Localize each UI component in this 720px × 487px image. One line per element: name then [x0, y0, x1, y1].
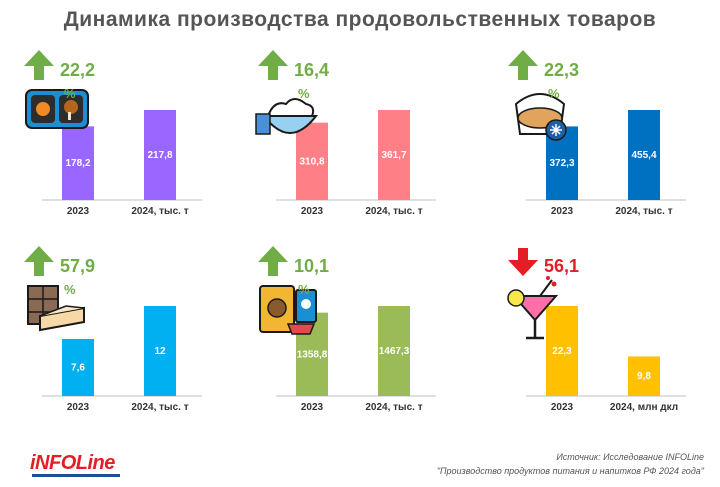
panel-ready-meals: 178,2 2023 217,8 2024, тыс. т 22,2% [22, 40, 222, 240]
change-unit: % [298, 86, 310, 101]
bar-value-label: 12 [154, 346, 166, 357]
category-label: 2024, млн дкл [610, 402, 678, 413]
arrow-up-icon [24, 246, 54, 276]
logo-strip [32, 474, 120, 477]
bar-value-label: 1467,3 [379, 346, 410, 357]
bar-2 [378, 110, 410, 200]
category-label: 2023 [301, 402, 324, 413]
change-unit: % [298, 282, 310, 297]
arrow-up-icon [24, 50, 54, 80]
chart-title: Динамика производства продовольственных … [63, 8, 657, 31]
logo-wordmark: iNFOLine [30, 452, 115, 474]
bar-1 [62, 339, 94, 396]
bar-2 [628, 356, 660, 396]
cocktail-glass-icon [507, 276, 559, 340]
arrow-up-icon [508, 50, 538, 80]
chart-3: 372,3 2023 455,4 2024, тыс. т 22,3% [508, 50, 686, 217]
category-label: 2023 [67, 402, 90, 413]
change-value: 56,1 [544, 256, 579, 276]
change-value: 22,2 [60, 60, 95, 80]
bar-1 [62, 126, 94, 200]
category-label: 2023 [551, 206, 574, 217]
frozen-bakery-icon [514, 93, 567, 141]
arrow-up-icon [258, 50, 288, 80]
category-label: 2024, тыс. т [131, 206, 188, 217]
bar-value-label: 1358,8 [297, 349, 328, 360]
bar-value-label: 455,4 [631, 150, 656, 161]
change-unit: % [548, 86, 560, 101]
arrow-up-icon [258, 246, 288, 276]
panel-frozen-bakery: 372,3 2023 455,4 2024, тыс. т 22,3% [506, 40, 706, 240]
bar-value-label: 7,6 [71, 363, 85, 374]
source-line-1: Источник: Исследование INFOLine [556, 452, 704, 462]
change-unit: % [64, 282, 76, 297]
change-value: 16,4 [294, 60, 329, 80]
panel-pet-food: 1358,8 2023 1467,3 2024, тыс. т 10,1% [256, 236, 456, 436]
infoline-logo: iNFOLine [30, 452, 122, 477]
change-unit: % [64, 86, 76, 101]
bar-2 [144, 306, 176, 396]
bar-1 [296, 122, 328, 200]
change-value: 57,9 [60, 256, 95, 276]
chart-4: 7,6 2023 12 2024, тыс. т 57,9% [24, 246, 202, 413]
category-label: 2024, тыс. т [365, 206, 422, 217]
bar-1 [546, 306, 578, 396]
change-value: 10,1 [294, 256, 329, 276]
panel-confectionery: 7,6 2023 12 2024, тыс. т 57,9% [22, 236, 222, 436]
bar-value-label: 310,8 [299, 156, 324, 167]
change-value: 22,3 [544, 60, 579, 80]
chart-1: 178,2 2023 217,8 2024, тыс. т 22,2% [24, 50, 202, 217]
bar-value-label: 372,3 [549, 158, 574, 169]
bar-value-label: 178,2 [65, 158, 90, 169]
bar-2 [628, 110, 660, 200]
bar-value-label: 22,3 [552, 346, 572, 357]
category-label: 2023 [551, 402, 574, 413]
bar-value-label: 361,7 [381, 150, 406, 161]
bar-value-label: 9,8 [637, 371, 651, 382]
bar-2 [144, 110, 176, 200]
category-label: 2023 [67, 206, 90, 217]
chart-6: 22,3 2023 9,8 2024, млн дкл 56,1 [507, 248, 686, 413]
ready-meal-tray-icon [25, 89, 89, 129]
chocolate-cake-icon [27, 285, 85, 332]
pet-food-icon [259, 285, 317, 335]
panel-dairy-desserts: 310,8 2023 361,7 2024, тыс. т 16,4% [255, 40, 456, 240]
bar-value-label: 217,8 [147, 150, 172, 161]
source-line-2: "Производство продуктов питания и напитк… [436, 466, 704, 476]
category-label: 2024, тыс. т [131, 402, 188, 413]
bar-2 [378, 306, 410, 396]
panel-cocktails: 22,3 2023 9,8 2024, млн дкл 56,1 [506, 236, 706, 436]
category-label: 2024, тыс. т [365, 402, 422, 413]
category-label: 2024, тыс. т [615, 206, 672, 217]
category-label: 2023 [301, 206, 324, 217]
dairy-cream-bowl-icon [255, 98, 319, 135]
chart-5: 1358,8 2023 1467,3 2024, тыс. т 10,1% [258, 246, 436, 413]
arrow-down-icon [508, 248, 538, 276]
source-note: Источник: Исследование INFOLine "Произво… [437, 450, 704, 478]
chart-2: 310,8 2023 361,7 2024, тыс. т 16,4% [255, 50, 436, 217]
